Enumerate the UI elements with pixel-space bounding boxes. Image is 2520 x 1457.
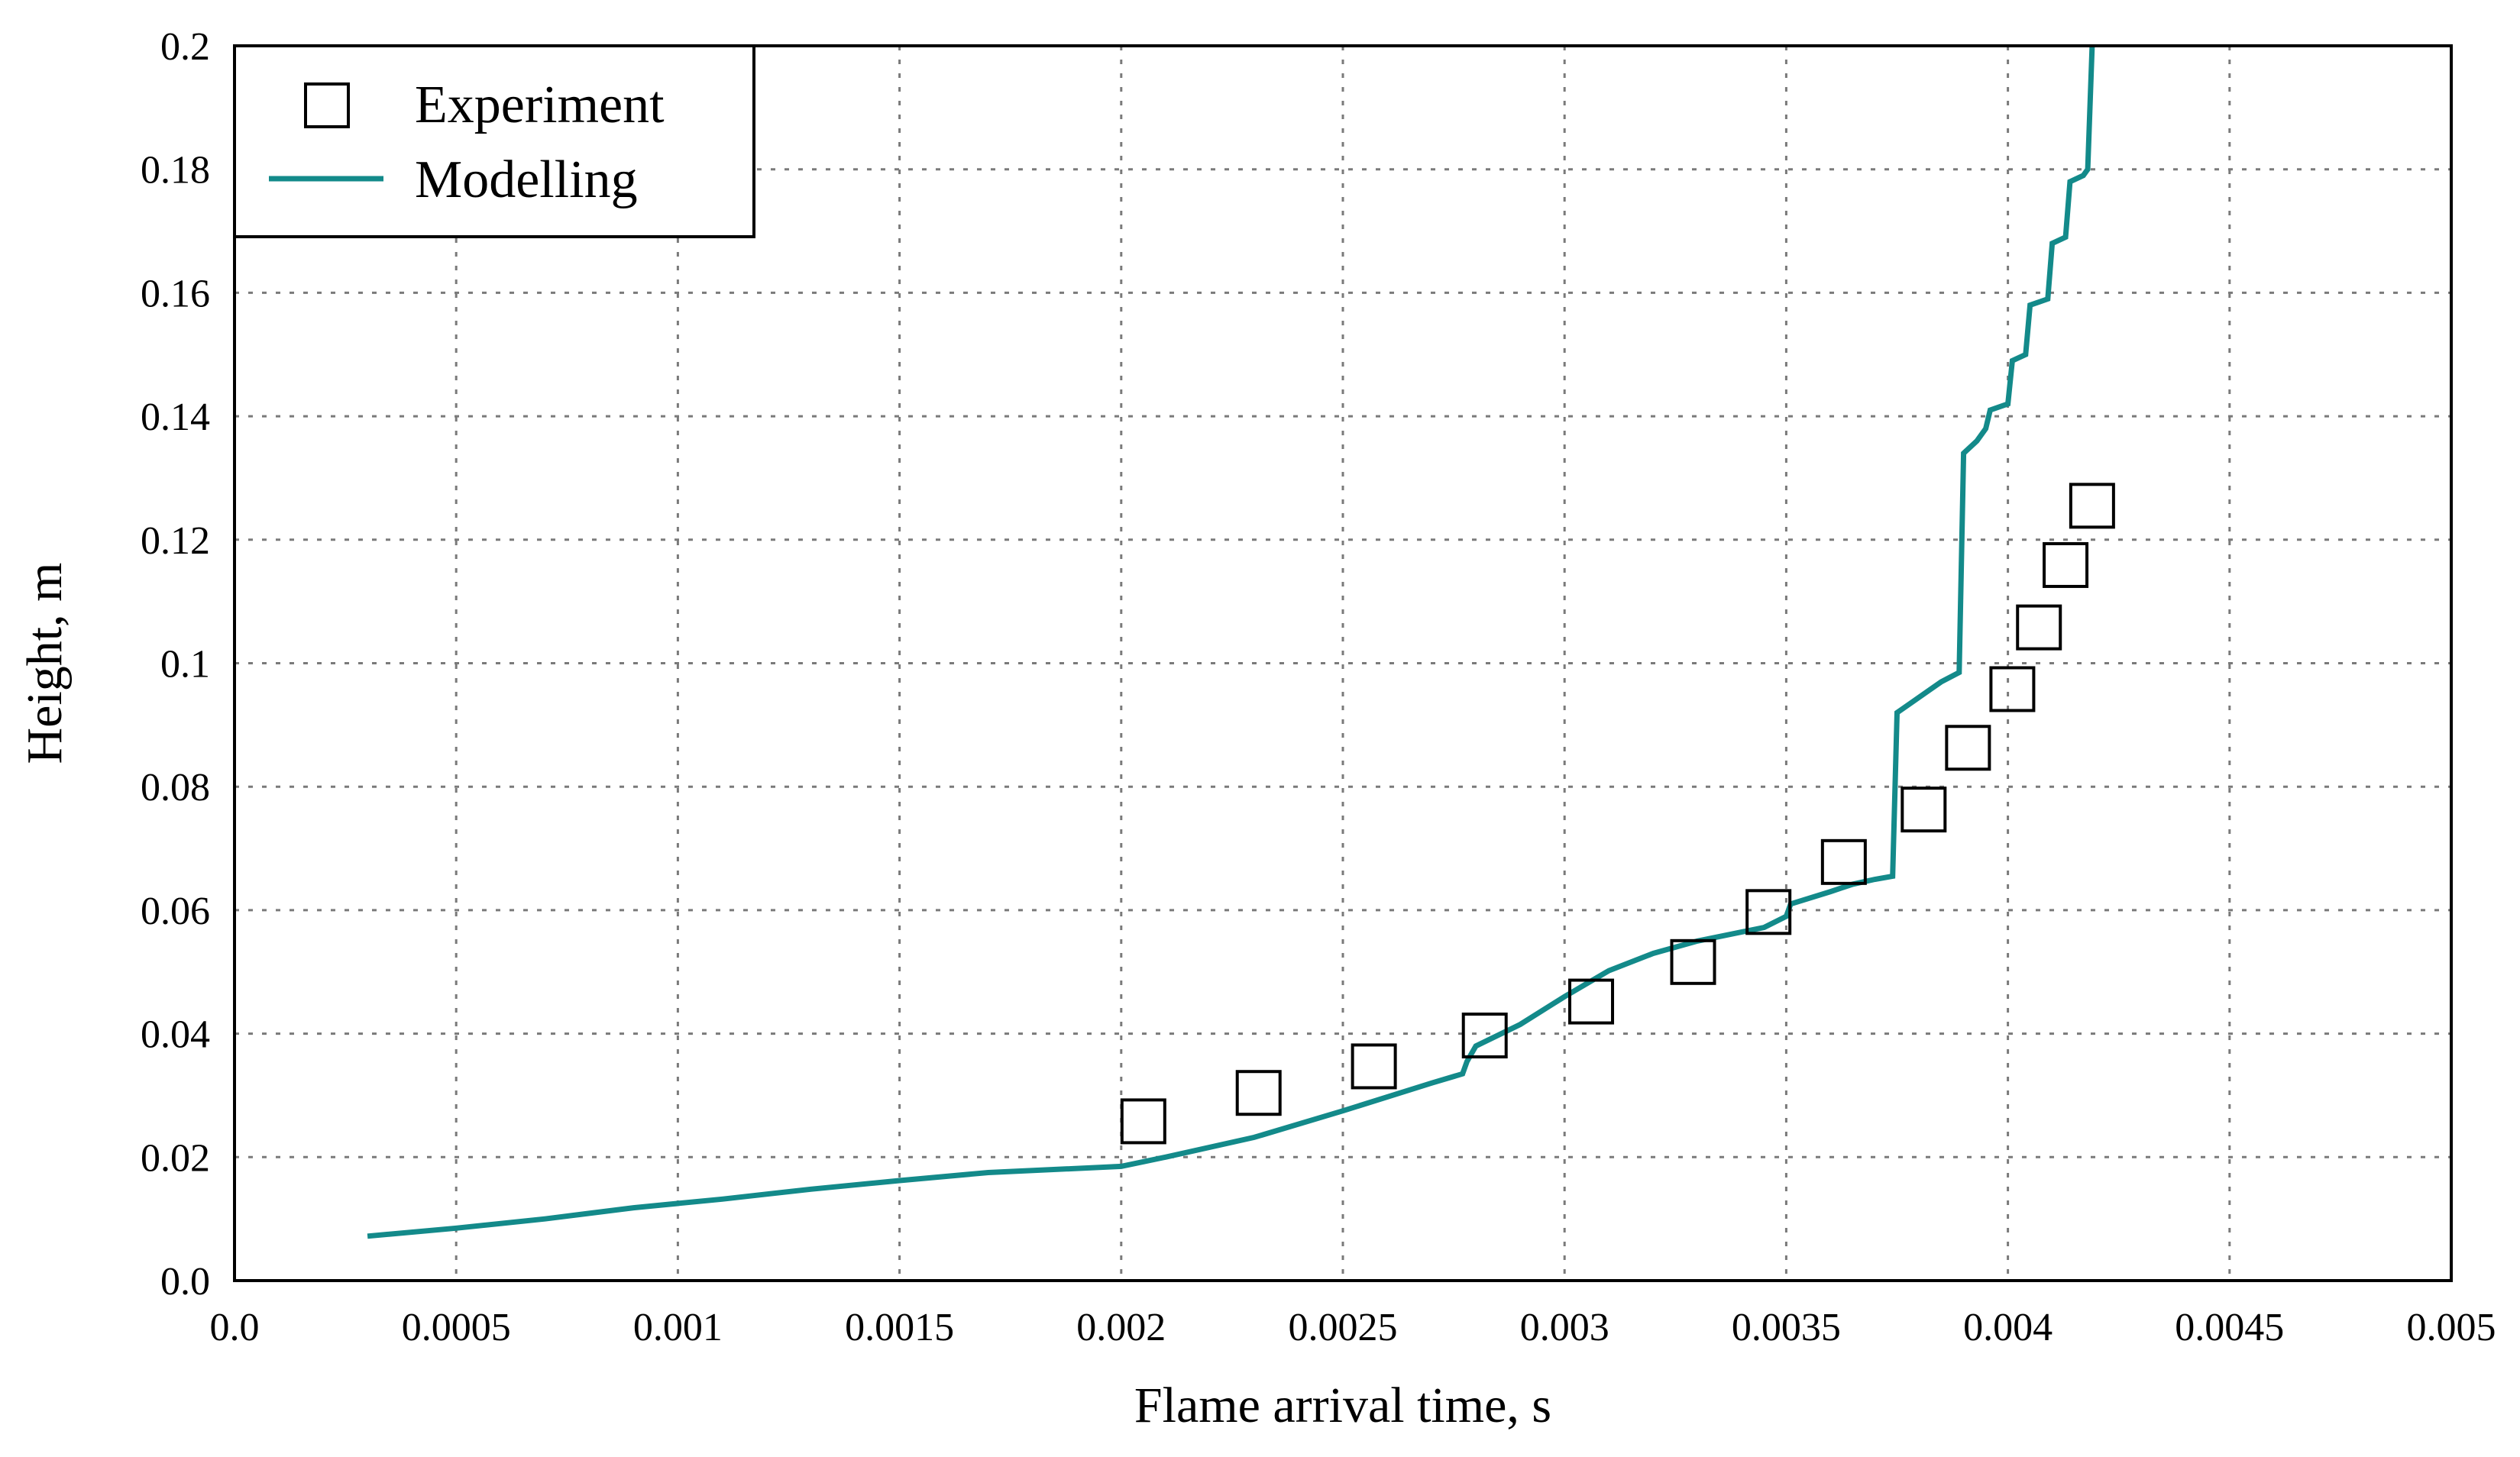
experiment-point: [2016, 604, 2062, 651]
x-tick-label: 0.005: [2407, 1306, 2496, 1349]
experiment-point: [1901, 787, 1947, 833]
experiment-point: [1820, 838, 1867, 885]
legend: Experiment Modelling: [233, 44, 755, 238]
legend-experiment-marker: [304, 82, 350, 128]
y-tick-label: 0.16: [141, 272, 210, 315]
x-tick-label: 0.0045: [2175, 1306, 2284, 1349]
y-tick-label: 0.08: [141, 766, 210, 809]
y-tick-label: 0.18: [141, 149, 210, 192]
experiment-point: [1945, 725, 1991, 771]
x-tick-label: 0.0035: [1732, 1306, 1841, 1349]
y-tick-label: 0.04: [141, 1013, 210, 1057]
x-tick-label: 0.0025: [1289, 1306, 1398, 1349]
x-tick-label: 0.002: [1076, 1306, 1166, 1349]
experiment-point: [1745, 889, 1792, 935]
y-tick-label: 0.14: [141, 396, 210, 439]
x-tick-label: 0.004: [1963, 1306, 2053, 1349]
experiment-point: [1670, 938, 1716, 985]
x-tick-label: 0.003: [1520, 1306, 1609, 1349]
modelling-line: [367, 45, 2095, 1239]
y-axis-title: Height, m: [17, 563, 73, 764]
y-tick-label: 0.06: [141, 890, 210, 933]
experiment-point: [1351, 1043, 1397, 1090]
experiment-point: [2043, 541, 2089, 588]
legend-modelling-label: Modelling: [415, 150, 638, 209]
x-tick-label: 0.001: [633, 1306, 723, 1349]
y-tick-label: 0.1: [160, 643, 210, 687]
x-axis-title: Flame arrival time, s: [1134, 1378, 1551, 1433]
x-tick-label: 0.0015: [845, 1306, 954, 1349]
plot-frame: [233, 44, 2453, 1282]
y-tick-label: 0.2: [160, 25, 210, 69]
legend-experiment-label: Experiment: [415, 76, 665, 134]
y-tick-label: 0.12: [141, 519, 210, 563]
experiment-point: [1989, 666, 2036, 712]
y-tick-label: 0.0: [160, 1260, 210, 1304]
experiment-point: [1461, 1013, 1508, 1059]
x-tick-label: 0.0: [210, 1306, 260, 1349]
experiment-point: [2069, 483, 2115, 529]
experiment-point: [1120, 1098, 1166, 1145]
y-tick-label: 0.02: [141, 1136, 210, 1180]
experiment-point: [1568, 978, 1615, 1025]
legend-box: [233, 44, 755, 238]
x-tick-label: 0.0005: [402, 1306, 511, 1349]
series-layer: [367, 45, 2115, 1239]
tick-labels: 0.0 0.0005 0.001 0.0015 0.002 0.0025 0.003 0.00…: [141, 25, 2496, 1349]
experiment-point: [1235, 1070, 1282, 1116]
